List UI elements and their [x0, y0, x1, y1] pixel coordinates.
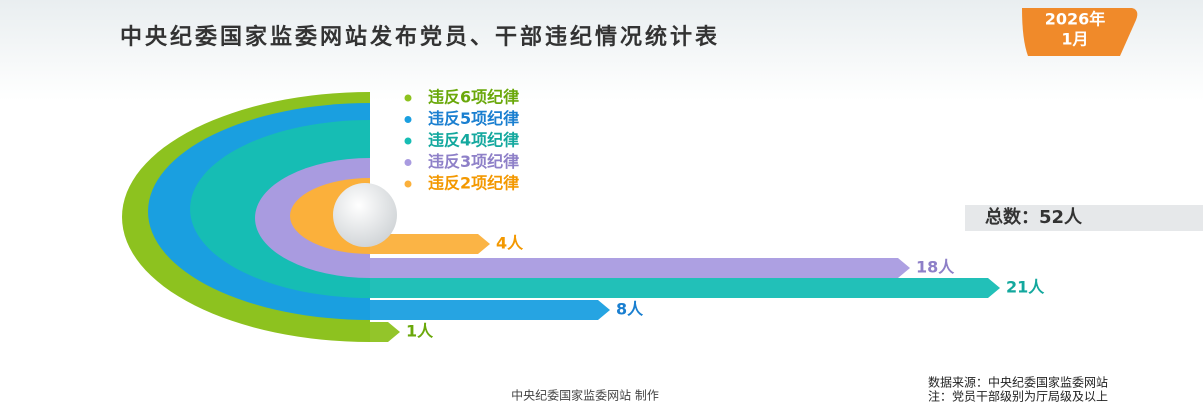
legend-label: 违反3项纪律 — [428, 152, 519, 171]
chart-title: 中央纪委国家监委网站发布党员、干部违纪情况统计表 — [120, 24, 720, 50]
value-label: 4人 — [496, 234, 524, 253]
legend-dot — [404, 180, 412, 188]
total: 总数：52人 — [985, 206, 1083, 228]
legend-dot — [404, 94, 412, 102]
badge-line: 2026年 — [1045, 10, 1106, 29]
legend-dot — [404, 137, 412, 145]
legend-label: 违反6项纪律 — [428, 88, 519, 107]
bar — [370, 322, 400, 342]
badge-line: 1月 — [1061, 30, 1088, 49]
legend-label: 违反2项纪律 — [428, 174, 519, 193]
value-label: 1人 — [406, 322, 434, 341]
credit: 中央纪委国家监委网站 制作 — [511, 388, 659, 403]
bar — [370, 278, 1000, 298]
value-label: 21人 — [1006, 278, 1045, 297]
legend-dot — [404, 159, 412, 166]
plot: 1人 违反6项纪律 8人 违反5项纪律 21人 违反4项纪律 18人 违反3项纪律 4人 违反2项… — [122, 88, 1045, 342]
badge — [1022, 8, 1138, 56]
legend-dot — [404, 116, 412, 123]
legend-label: 违反5项纪律 — [428, 109, 519, 128]
legend-label: 违反4项纪律 — [428, 131, 519, 150]
knob — [333, 183, 397, 247]
bar — [370, 258, 910, 278]
note: 注：党员干部级别为厅局级及以上 — [928, 389, 1108, 403]
value-label: 18人 — [916, 258, 955, 277]
value-label: 8人 — [616, 300, 644, 319]
total-box — [965, 205, 1203, 231]
source: 数据来源：中央纪委国家监委网站 — [928, 375, 1108, 390]
bar — [370, 300, 610, 320]
bar — [370, 234, 490, 254]
